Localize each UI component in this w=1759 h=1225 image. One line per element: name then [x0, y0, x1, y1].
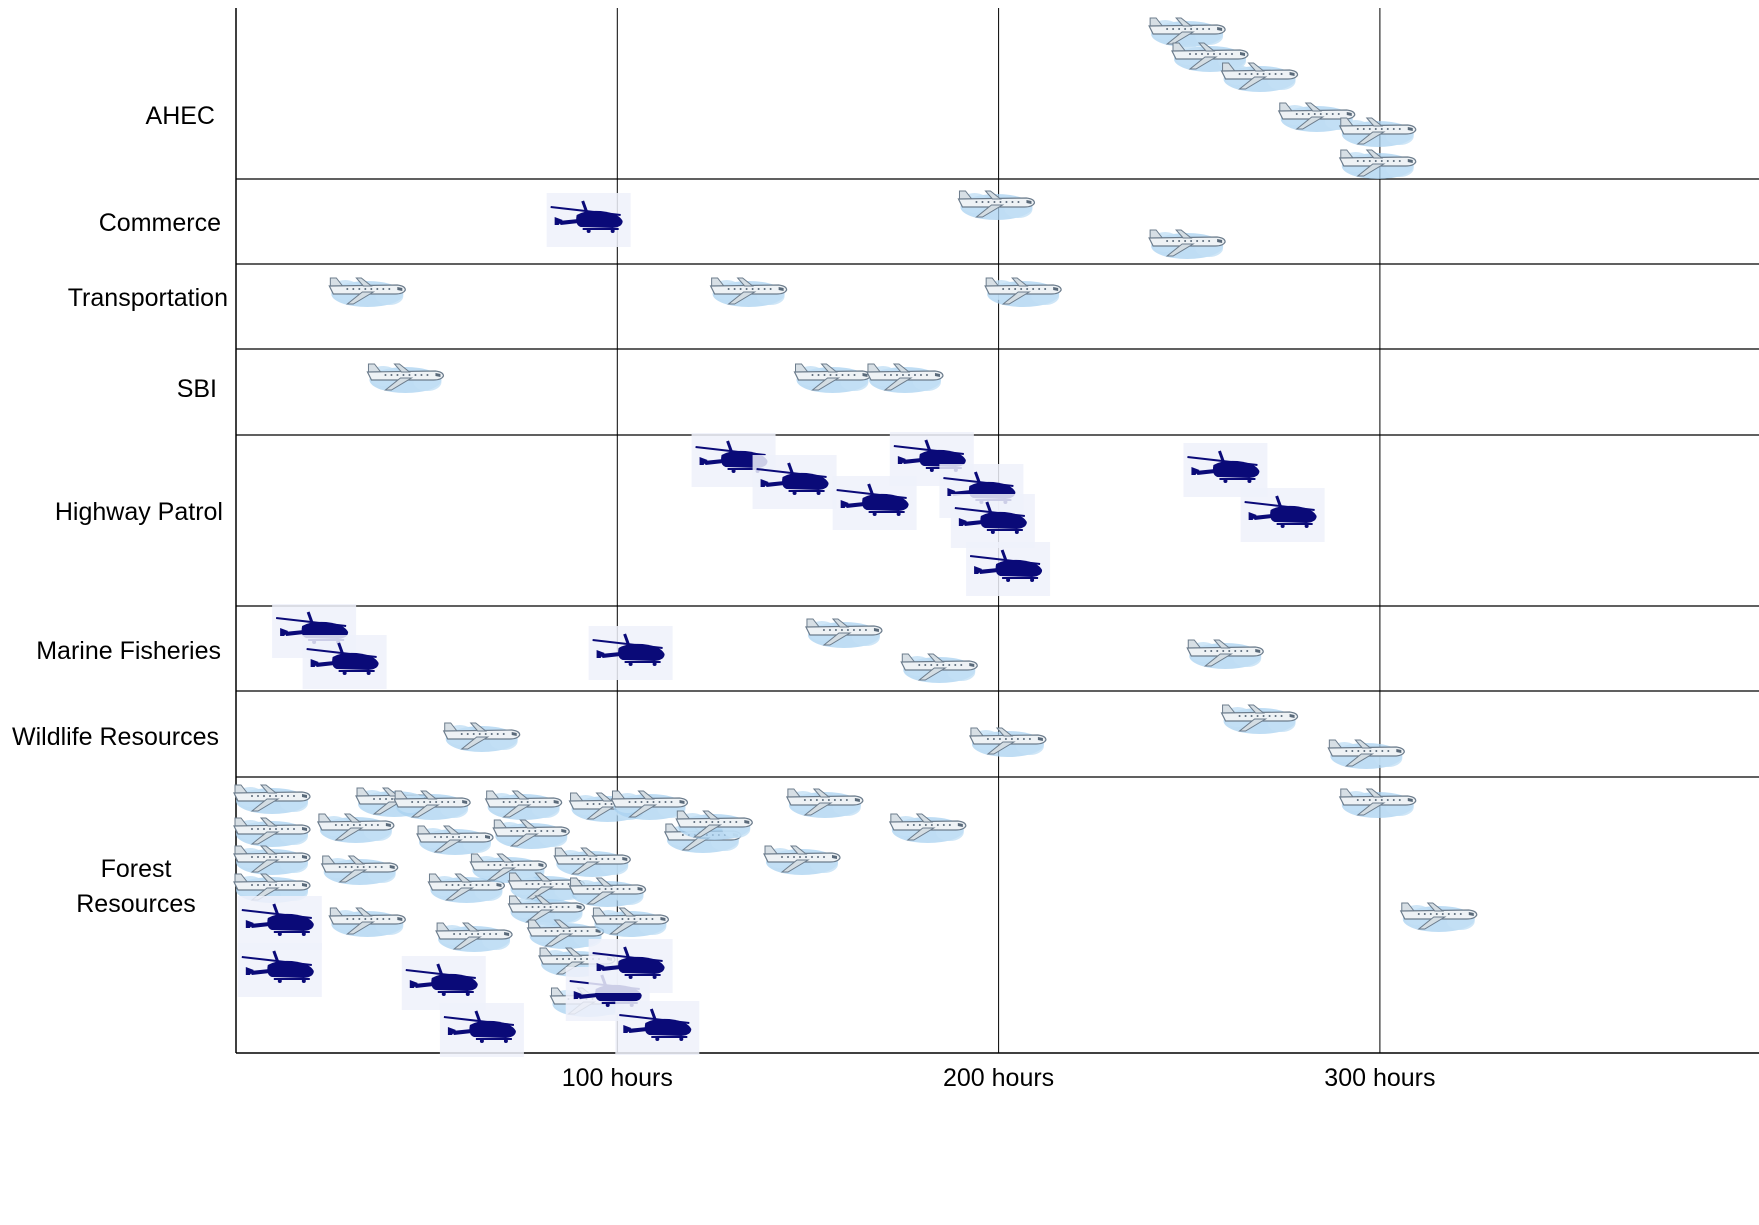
grid — [236, 8, 1759, 1053]
airplane-marker-icon — [492, 819, 570, 850]
airplane-marker-icon — [1327, 739, 1405, 770]
airplane-marker-icon — [233, 784, 311, 815]
category-label: Marine Fisheries — [36, 637, 221, 665]
category-label: SBI — [177, 375, 217, 403]
airplane-marker-icon — [435, 922, 513, 953]
airplane-marker-icon — [507, 895, 586, 926]
airplane-marker-icon — [1148, 229, 1226, 260]
airplane-marker-icon — [889, 813, 967, 844]
helicopter-marker-icon — [587, 937, 675, 995]
category-label: Commerce — [99, 209, 221, 237]
x-tick-label: 300 hours — [1324, 1064, 1435, 1092]
airplane-marker-icon — [366, 363, 445, 394]
x-tick-labels: 100 hours 200 hours 300 hours — [562, 1064, 1436, 1092]
helicopter-marker-icon — [751, 453, 839, 511]
airplane-marker-icon — [793, 363, 872, 394]
helicopter-marker-icon — [236, 941, 324, 999]
helicopter-marker-icon — [438, 1001, 526, 1059]
airplane-marker-icon — [710, 277, 788, 308]
airplane-marker-icon — [1186, 639, 1264, 670]
airplane-marker-icon — [610, 790, 689, 821]
category-label: Highway Patrol — [55, 498, 223, 526]
airplane-marker-icon — [900, 653, 978, 684]
airplane-marker-icon — [328, 277, 406, 308]
airplane-marker-icon — [866, 363, 944, 394]
category-labels: AHEC Commerce Transportation SBI Highway Pat… — [12, 102, 228, 918]
airplane-marker-icon — [786, 788, 864, 819]
airplane-marker-icon — [763, 845, 841, 876]
airplane-marker-icon — [416, 825, 494, 856]
airplane-marker-icon — [443, 722, 521, 753]
category-label: Forest Resources — [76, 855, 196, 918]
x-tick-label: 100 hours — [562, 1064, 673, 1092]
airplane-marker-icon — [969, 727, 1047, 758]
airplane-marker-icon — [321, 855, 399, 886]
x-tick-label: 200 hours — [943, 1064, 1054, 1092]
airplane-marker-icon — [553, 847, 631, 878]
airplane-marker-icon — [957, 190, 1036, 221]
helicopter-marker-icon — [545, 191, 633, 249]
airplane-marker-icon — [328, 907, 406, 938]
airplane-marker-icon — [984, 277, 1062, 308]
helicopter-marker-icon — [613, 999, 701, 1057]
helicopter-marker-icon — [1239, 486, 1327, 544]
category-label: Wildlife Resources — [12, 723, 219, 751]
airplane-marker-icon — [233, 845, 311, 876]
data-marks — [233, 17, 1478, 1059]
helicopter-marker-icon — [400, 954, 488, 1012]
airplane-marker-icon — [1339, 788, 1417, 819]
airplane-marker-icon — [1400, 902, 1478, 933]
airplane-marker-icon — [568, 877, 647, 908]
helicopter-marker-icon — [964, 540, 1052, 598]
airplane-marker-icon — [591, 907, 670, 938]
helicopter-marker-icon — [949, 492, 1037, 550]
airplane-marker-icon — [1220, 62, 1299, 93]
airplane-marker-icon — [1220, 704, 1299, 735]
airplane-marker-icon — [675, 810, 753, 841]
helicopter-marker-icon — [301, 633, 389, 691]
airplane-marker-icon — [805, 618, 883, 649]
airplane-marker-icon — [233, 817, 311, 848]
airplane-marker-icon — [1339, 117, 1417, 148]
airplane-marker-icon — [1339, 149, 1417, 180]
category-label: Transportation — [68, 284, 228, 312]
airplane-marker-icon — [1148, 17, 1226, 48]
airplane-marker-icon — [317, 813, 395, 844]
helicopter-marker-icon — [236, 894, 324, 952]
airplane-marker-icon — [393, 790, 471, 821]
helicopter-marker-icon — [587, 624, 675, 682]
airplane-marker-icon — [485, 790, 563, 821]
category-label: AHEC — [146, 102, 215, 130]
